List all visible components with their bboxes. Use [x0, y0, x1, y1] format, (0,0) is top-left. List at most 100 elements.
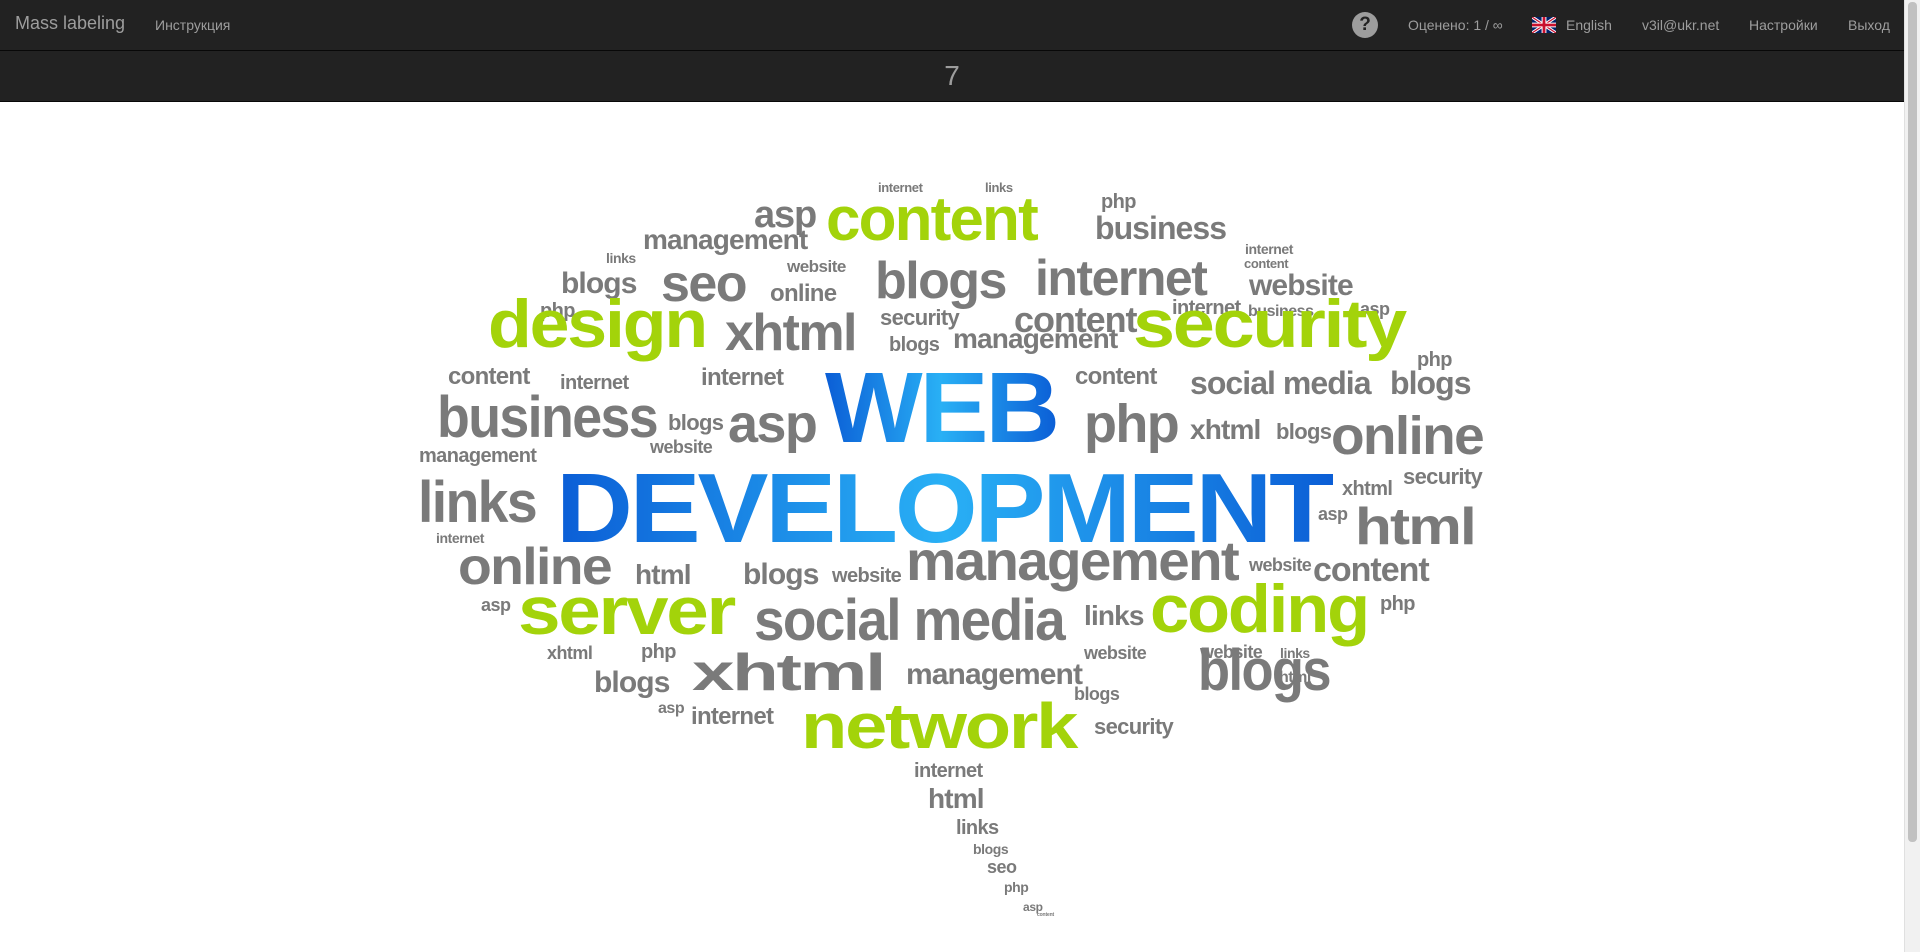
cloud-word: online — [458, 538, 612, 596]
cloud-word: blogs — [875, 252, 1006, 310]
cloud-word: blogs — [973, 841, 1009, 857]
cloud-word: social media — [1190, 365, 1372, 401]
uk-flag-icon[interactable] — [1532, 17, 1556, 33]
cloud-word: website — [831, 565, 902, 587]
image-counter-bar: 7 — [0, 51, 1904, 102]
cloud-word: xhtml — [547, 643, 592, 663]
cloud-word: asp — [754, 194, 816, 236]
cloud-word: blogs — [668, 410, 724, 435]
cloud-word: security — [880, 305, 961, 330]
cloud-word: internet — [436, 530, 485, 546]
cloud-word: php — [641, 641, 676, 663]
cloud-word: security — [1403, 464, 1484, 489]
cloud-word: links — [985, 180, 1013, 195]
image-counter: 7 — [944, 60, 960, 91]
cloud-word: content — [1244, 256, 1289, 271]
cloud-word: blogs — [1276, 419, 1332, 444]
cloud-word: asp — [481, 595, 511, 615]
settings-link[interactable]: Настройки — [1749, 17, 1818, 33]
cloud-word: php — [1084, 394, 1178, 454]
cloud-word: blogs — [561, 267, 637, 300]
cloud-word: internet — [701, 364, 784, 391]
cloud-word: internet — [914, 760, 983, 782]
cloud-word: website — [1199, 642, 1263, 662]
cloud-word: content — [1313, 551, 1429, 589]
question-circle-icon[interactable]: ? — [1352, 12, 1378, 38]
brand-link[interactable]: Mass labeling — [15, 13, 126, 33]
cloud-word: management — [906, 658, 1083, 691]
cloud-word: security — [1133, 286, 1407, 362]
cloud-word: blogs — [594, 666, 670, 699]
cloud-word: links — [956, 817, 999, 839]
cloud-word: blogs — [1390, 365, 1471, 401]
cloud-word: html — [1279, 669, 1311, 686]
cloud-word: business — [1095, 210, 1226, 246]
cloud-word: seo — [987, 857, 1017, 877]
cloud-word: xhtml — [692, 644, 884, 702]
cloud-word: content — [448, 363, 530, 390]
language-link[interactable]: English — [1566, 17, 1612, 33]
cloud-word: blogs — [743, 558, 819, 591]
cloud-word: design — [488, 286, 706, 362]
cloud-word: php — [1004, 879, 1028, 895]
cloud-word: website — [786, 257, 846, 276]
cloud-word: xhtml — [725, 304, 856, 362]
cloud-word: WEB — [825, 352, 1057, 464]
cloud-word: blogs — [1198, 638, 1330, 703]
cloud-word: html — [635, 559, 691, 590]
cloud-word: management — [419, 445, 537, 467]
logout-link[interactable]: Выход — [1848, 17, 1890, 33]
cloud-word: asp — [1360, 299, 1390, 319]
cloud-word: xhtml — [1342, 478, 1392, 500]
cloud-word: management — [906, 529, 1239, 592]
cloud-word: management — [953, 323, 1118, 354]
cloud-word: internet — [560, 372, 629, 394]
cloud-word: content — [1037, 912, 1054, 918]
cloud-word: html — [1355, 498, 1475, 556]
page-scrollbar[interactable] — [1904, 0, 1920, 952]
cloud-word: DEVELOPMENT — [556, 453, 1333, 563]
cloud-word: management — [643, 224, 808, 255]
cloud-word: seo — [661, 255, 746, 313]
cloud-word: internet — [878, 180, 924, 195]
cloud-word: links — [1084, 600, 1144, 631]
cloud-word: network — [801, 690, 1079, 762]
cloud-word: coding — [1150, 571, 1368, 647]
cloud-word: website — [649, 437, 713, 457]
cloud-word: php — [1101, 191, 1136, 213]
cloud-word: links — [606, 250, 636, 266]
cloud-word: asp — [1318, 504, 1348, 524]
cloud-word: content — [1014, 299, 1138, 340]
scrollbar-thumb[interactable] — [1908, 2, 1917, 842]
cloud-word: php — [1380, 593, 1415, 615]
instructions-link[interactable]: Инструкция — [155, 17, 231, 33]
labeling-image[interactable]: internet links asp content php business manage… — [0, 102, 1904, 952]
cloud-word: blogs — [889, 334, 940, 356]
cloud-word: internet — [1035, 250, 1208, 306]
top-navbar: Mass labeling Инструкция ? Оценено: 1 / … — [0, 0, 1904, 51]
cloud-word: website — [1083, 643, 1147, 663]
cloud-word: links — [1280, 645, 1310, 661]
user-email-link[interactable]: v3il@ukr.net — [1642, 17, 1720, 33]
cloud-word: security — [1094, 714, 1175, 739]
cloud-word: asp — [658, 700, 685, 717]
cloud-word: business — [1248, 303, 1314, 320]
cloud-word: blogs — [1074, 684, 1120, 704]
cloud-word: internet — [691, 703, 774, 730]
cloud-word: asp — [1023, 900, 1043, 914]
cloud-word: website — [1248, 555, 1312, 575]
cloud-word: online — [1331, 406, 1484, 466]
cloud-word: internet — [1245, 241, 1294, 257]
cloud-word: html — [928, 783, 984, 814]
cloud-word: server — [518, 573, 736, 649]
cloud-word: php — [1417, 349, 1452, 371]
cloud-word: internet — [1172, 297, 1241, 319]
cloud-word: social media — [754, 588, 1066, 653]
cloud-word: xhtml — [1190, 414, 1260, 445]
cloud-word: website — [1248, 269, 1353, 302]
cloud-word: content — [826, 185, 1038, 254]
cloud-word: asp — [728, 394, 816, 454]
cloud-word: online — [770, 280, 837, 307]
rated-counter: Оценено: 1 / ∞ — [1408, 17, 1503, 33]
